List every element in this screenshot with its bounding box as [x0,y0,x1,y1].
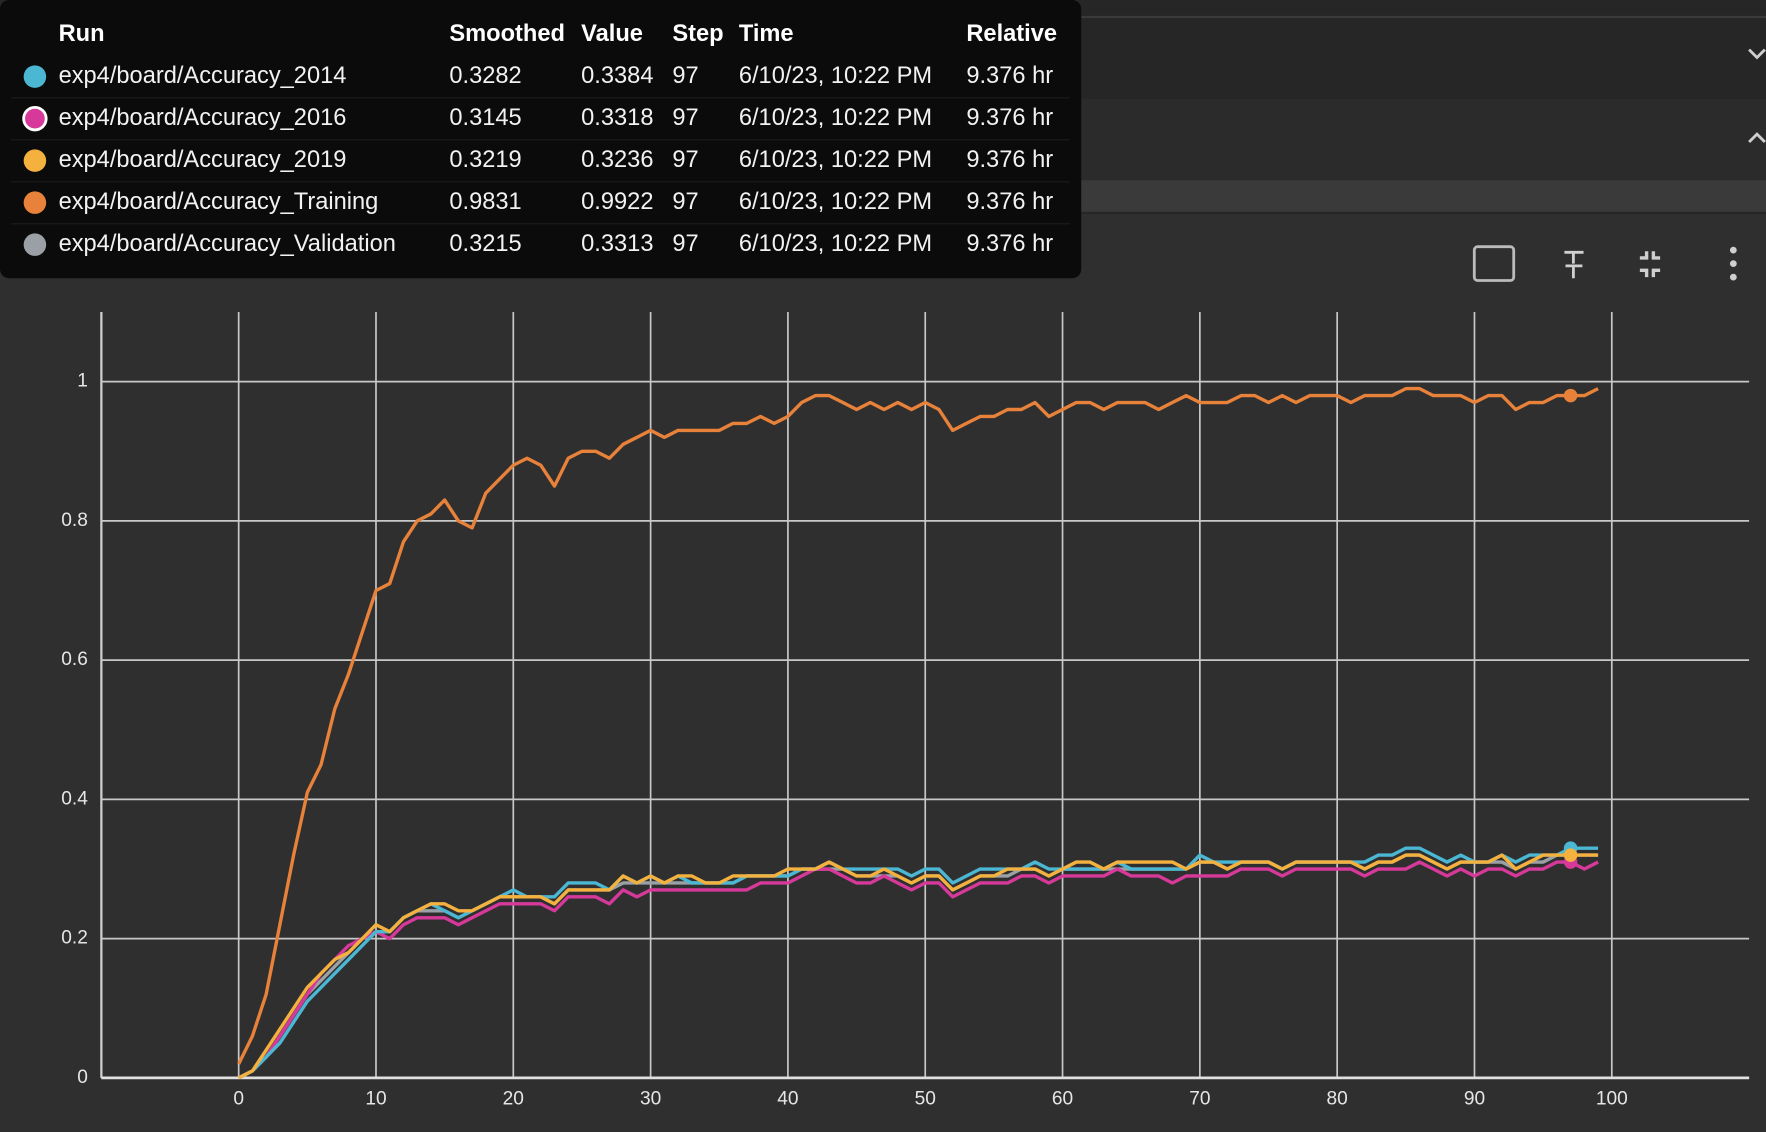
tooltip-cell: 6/10/23, 10:22 PM [739,189,932,215]
expand-icon[interactable] [1748,48,1766,60]
tooltip-cell: 0.3384 [581,63,653,89]
x-tick-label: 20 [503,1088,524,1109]
legend-dot [23,65,47,88]
tooltip-header: Step [672,21,723,47]
tooltip-cell: 6/10/23, 10:22 PM [739,231,932,257]
tooltip-cell: exp4/board/Accuracy_Training [59,189,379,215]
series-line [237,853,1599,1080]
tooltip-cell: 0.9922 [581,189,653,215]
x-tick-label: 90 [1464,1088,1485,1109]
x-tick-label: 80 [1327,1088,1348,1109]
y-tick-label: 0.2 [61,928,88,949]
tooltip-cell: exp4/board/Accuracy_2019 [59,147,347,173]
tooltip-header: Run [59,21,105,47]
tooltip-header: Relative [966,21,1057,47]
pin-button[interactable] [1564,250,1584,279]
plot-area: 00.20.40.60.810 10 20 30 40 50 60 70 80 90 100 [61,312,1750,1109]
tooltip-cell: 0.9831 [449,189,521,215]
tooltip-cell: 0.3318 [581,105,653,131]
tooltip-cell: 0.3313 [581,231,653,257]
series-line [237,860,1599,1080]
tooltip: Run Smoothed Value Step Time Relative exp4/boa… [0,0,1082,279]
y-tick-label: 1 [77,371,88,392]
x-tick-label: 10 [365,1088,386,1109]
collapse-icon[interactable] [1748,132,1766,143]
x-tick-label: 50 [915,1088,936,1109]
tooltip-cell: 97 [672,147,698,173]
tooltip-cell: 6/10/23, 10:22 PM [739,105,932,131]
hover-marker [1563,388,1578,403]
legend-dot [23,149,47,172]
menu-button[interactable] [1729,246,1737,281]
tooltip-cell: 6/10/23, 10:22 PM [739,63,932,89]
legend-dot [23,233,47,256]
y-tick-label: 0.8 [61,510,88,531]
tooltip-cell: 97 [672,63,698,89]
y-tick-label: 0.4 [61,788,88,809]
tooltip-cell: 0.3145 [449,105,521,131]
tooltip-cell: 97 [672,189,698,215]
tooltip-cell: exp4/board/Accuracy_Validation [59,231,396,257]
y-tick-label: 0 [77,1067,88,1088]
y-tick-label: 0.6 [61,649,88,670]
tooltip-cell: 9.376 hr [966,63,1053,89]
x-tick-label: 0 [233,1088,244,1109]
tooltip-cell: 9.376 hr [966,147,1053,173]
series-line [237,846,1599,1080]
x-tick-label: 60 [1052,1088,1073,1109]
tooltip-cell: exp4/board/Accuracy_2014 [59,63,347,89]
hover-marker [1563,848,1578,862]
tooltip-cell: 0.3282 [449,63,521,89]
tooltip-cell: 9.376 hr [966,105,1053,131]
tooltip-cell: exp4/board/Accuracy_2016 [59,105,347,131]
tooltip-cell: 6/10/23, 10:22 PM [739,147,932,173]
x-tick-label: 40 [777,1088,798,1109]
shrink-button[interactable] [1639,251,1661,278]
tooltip-header: Value [581,21,643,47]
tooltip-cell: 97 [672,231,698,257]
x-tick-label: 30 [640,1088,661,1109]
tooltip-cell: 9.376 hr [966,231,1053,257]
x-tick-label: 70 [1189,1088,1210,1109]
series-line [237,386,1599,1065]
tooltip-background [0,0,1082,279]
tooltip-cell: 0.3236 [581,147,653,173]
tooltip-header: Smoothed [449,21,565,47]
legend-dot [22,105,48,132]
x-tick-label: 100 [1596,1088,1628,1109]
fit-domain-button[interactable] [1472,245,1516,282]
tooltip-cell: 0.3215 [449,231,521,257]
tooltip-cell: 0.3219 [449,147,521,173]
tooltip-cell: 9.376 hr [966,189,1053,215]
tooltip-header: Time [739,21,794,47]
tooltip-cell: 97 [672,105,698,131]
legend-dot [23,191,47,214]
